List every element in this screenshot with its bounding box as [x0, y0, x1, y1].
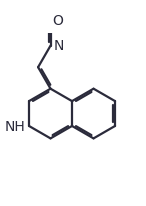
- Text: NH: NH: [5, 119, 26, 133]
- Text: O: O: [53, 14, 64, 28]
- Text: N: N: [54, 39, 64, 53]
